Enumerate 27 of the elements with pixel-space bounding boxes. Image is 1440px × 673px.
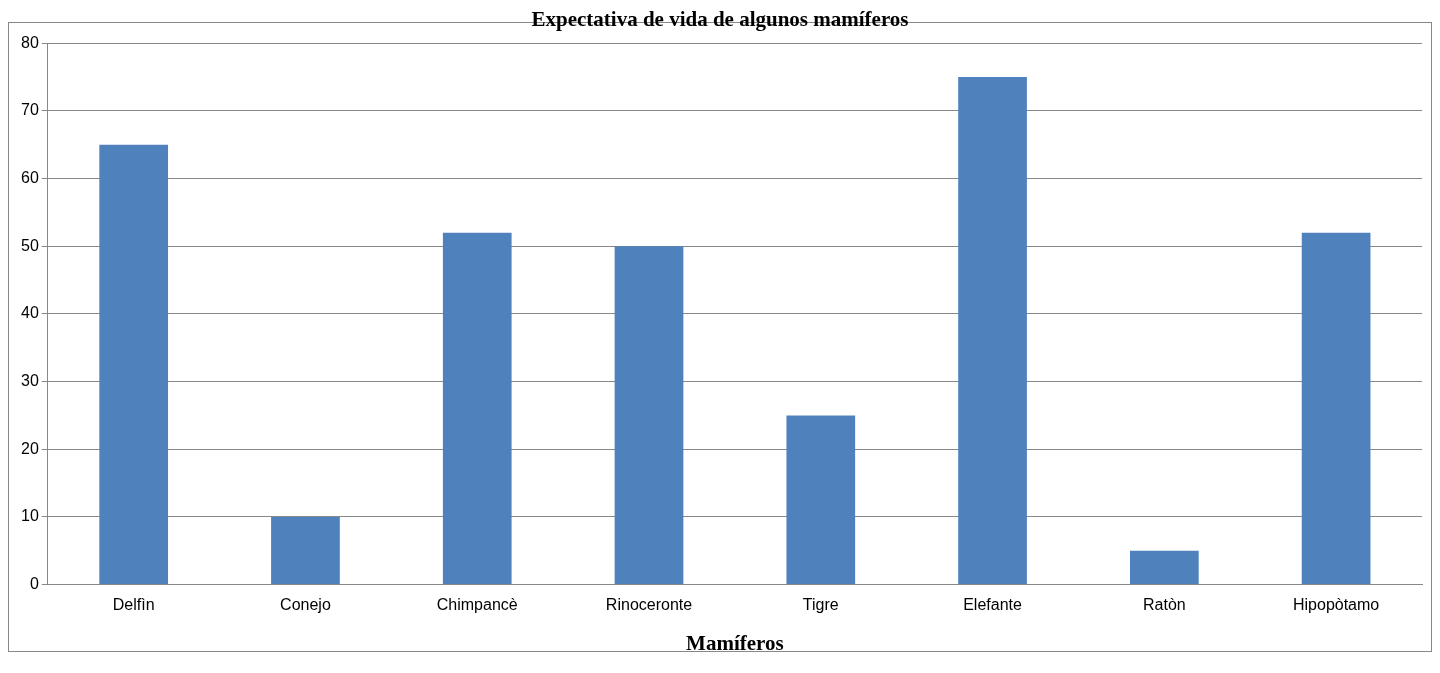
bar <box>271 516 340 585</box>
y-tick-label: 0 <box>29 575 39 593</box>
x-tick-label: Tigre <box>802 595 839 613</box>
chart-title: Expectativa de vida de algunos mamíferos <box>531 7 909 32</box>
bar <box>614 246 684 585</box>
x-tick-label: Rinoceronte <box>605 595 693 613</box>
y-tick-label: 70 <box>21 101 39 119</box>
y-tick-label: 30 <box>21 371 39 389</box>
y-tick-label: 10 <box>21 507 39 525</box>
bar <box>99 144 169 585</box>
y-tick-label: 60 <box>21 168 39 186</box>
bar <box>442 232 512 585</box>
bar <box>1301 232 1371 585</box>
y-tick-label: 80 <box>21 33 39 51</box>
y-tick-label: 50 <box>21 236 39 254</box>
x-tick-label: Chimpancè <box>436 595 518 613</box>
x-tick-label: Delfìn <box>112 595 155 613</box>
x-axis-title: Mamíferos <box>686 630 784 655</box>
y-tick-label: 40 <box>21 304 39 322</box>
x-tick-label: Elefante <box>963 595 1023 613</box>
y-tick-label: 20 <box>21 439 39 457</box>
x-tick-label: Hipopòtamo <box>1292 595 1380 613</box>
bar <box>1129 550 1199 585</box>
x-tick-label: Conejo <box>280 595 331 613</box>
bar <box>958 77 1027 585</box>
bar <box>786 415 856 585</box>
x-tick-label: Ratòn <box>1142 595 1186 613</box>
